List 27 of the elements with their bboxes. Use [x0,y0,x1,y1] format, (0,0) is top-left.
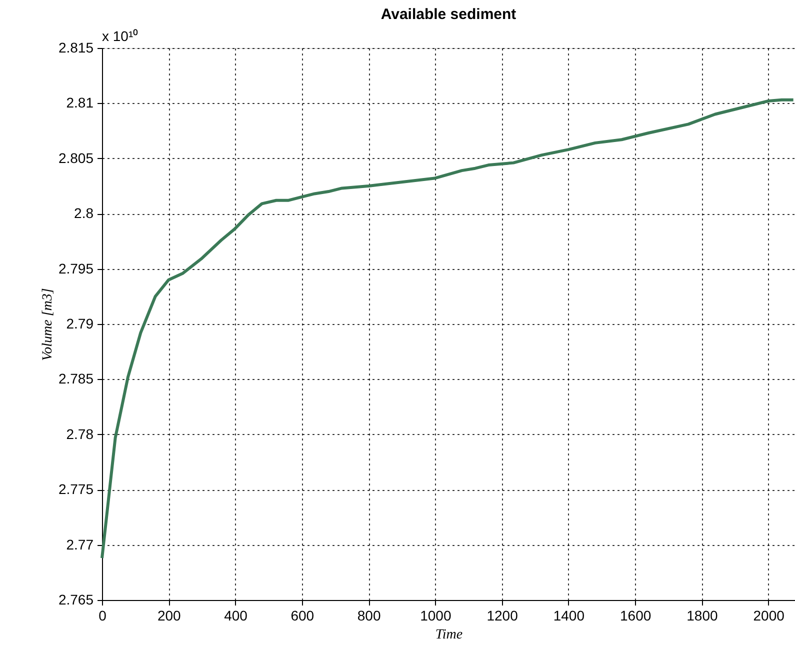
x-tick-label: 800 [357,608,381,624]
y-tick-label: 2.79 [66,316,94,332]
x-tick-label: 1200 [486,608,518,624]
x-axis-title: Time [435,628,463,642]
x-tick-label: 200 [157,608,182,624]
chart-title: Available sediment [380,6,516,23]
y-tick-label: 2.78 [66,426,94,442]
x-tick-label: 0 [98,608,107,624]
y-tick-label: 2.765 [58,592,94,608]
y-tick-label: 2.805 [58,150,94,166]
y-tick-label: 2.785 [58,370,94,387]
line-series [100,98,795,560]
y-tick-label: 2.81 [66,94,94,111]
y-tick-label: 2.77 [66,536,94,552]
y-tick-label: 2.795 [58,260,94,276]
text: x 10¹⁰ [102,28,138,44]
x-tick-label: 2000 [753,608,785,624]
y-tick-label: 2.815 [58,40,94,56]
x-tick-label: 1600 [620,608,652,624]
y-tick-label: 2.775 [58,481,94,498]
x-tick-label: 1000 [420,608,452,624]
y-tick-label: 2.8 [74,205,94,222]
x-tick-label: 600 [290,608,314,624]
x-tick-label: 1400 [553,608,585,624]
x-tick-label: 1800 [686,608,718,624]
y-axis-title: Volume [m3] [40,288,56,361]
x-tick-label: 400 [224,608,248,624]
